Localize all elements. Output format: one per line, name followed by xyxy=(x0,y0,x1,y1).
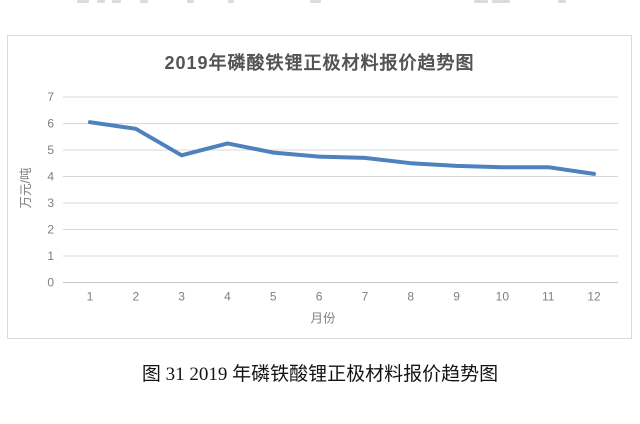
x-tick-label: 3 xyxy=(178,290,185,304)
x-tick-label: 1 xyxy=(87,290,94,304)
y-tick-label: 1 xyxy=(47,249,54,263)
artifact-dash xyxy=(474,0,488,3)
artifact-dash xyxy=(112,0,121,3)
x-tick-label: 8 xyxy=(407,290,414,304)
y-tick-label: 7 xyxy=(47,90,54,104)
artifact-dash xyxy=(187,0,194,3)
y-tick-label: 0 xyxy=(47,276,54,290)
artifact-dash xyxy=(77,0,89,3)
artifact-dash xyxy=(140,0,148,3)
figure-caption: 图 31 2019 年磷铁酸锂正极材料报价趋势图 xyxy=(141,364,499,385)
x-tick-label: 6 xyxy=(316,290,323,304)
y-tick-label: 2 xyxy=(47,223,54,237)
y-tick-label: 5 xyxy=(47,143,54,157)
artifact-dash xyxy=(310,0,321,3)
x-tick-label: 7 xyxy=(362,290,369,304)
y-tick-label: 4 xyxy=(47,170,54,184)
artifact-dash xyxy=(492,0,510,3)
x-tick-label: 9 xyxy=(453,290,460,304)
artifact-dash xyxy=(97,0,105,3)
x-tick-label: 2 xyxy=(132,290,139,304)
x-tick-label: 12 xyxy=(587,290,601,304)
chart-title: 2019年磷酸铁锂正极材料报价趋势图 xyxy=(164,53,475,73)
x-tick-label: 11 xyxy=(542,290,555,304)
x-tick-label: 4 xyxy=(224,290,231,304)
price-line-series xyxy=(88,120,596,176)
artifact-dash xyxy=(558,0,566,3)
artifact-dash xyxy=(228,0,234,3)
y-tick-label: 3 xyxy=(47,196,54,210)
x-tick-label: 5 xyxy=(270,290,277,304)
price-trend-chart-figure: 2019年磷酸铁锂正极材料报价趋势图 0 1 2 3 4 5 6 7 1 2 3 4 5 6 7 8 9 10 11… xyxy=(7,35,632,339)
y-axis-title: 万元/吨 xyxy=(19,167,33,208)
x-tick-label: 10 xyxy=(496,290,510,304)
y-tick-label: 6 xyxy=(47,117,54,131)
x-axis-title: 月份 xyxy=(310,312,336,326)
